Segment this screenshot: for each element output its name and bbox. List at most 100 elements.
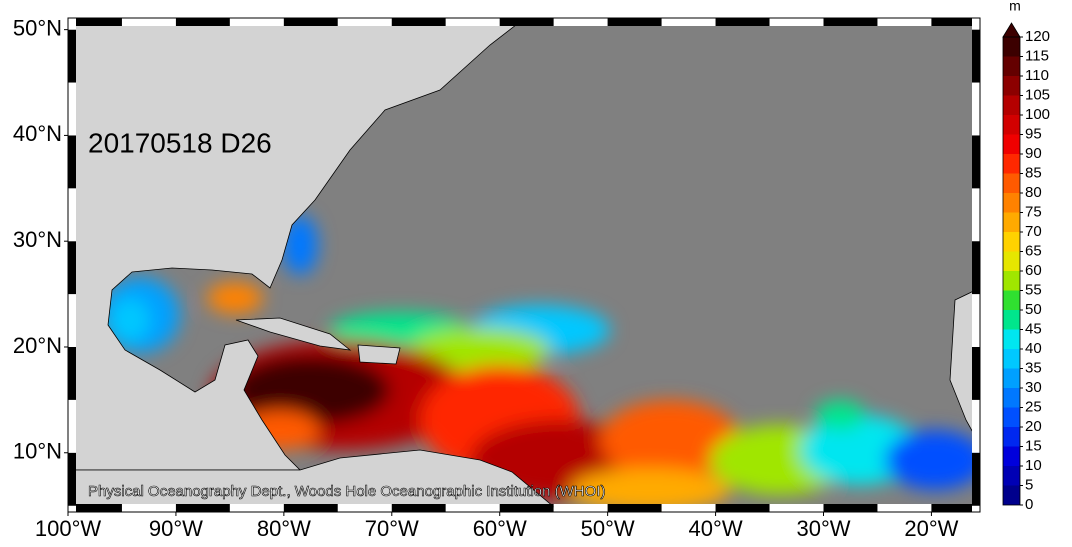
colorbar-tick-label: 20 — [1025, 418, 1042, 435]
colorbar-tick-label: 110 — [1025, 67, 1049, 84]
frame-segment — [931, 504, 980, 512]
colorbar-bin — [1003, 485, 1020, 505]
y-tick-label: 40°N — [13, 121, 62, 146]
frame-segment — [445, 504, 500, 512]
colorbar-tick-label: 65 — [1025, 242, 1042, 259]
frame-segment — [68, 188, 76, 242]
colorbar-bin — [1003, 349, 1020, 369]
frame-segment — [68, 505, 76, 512]
frame-segment — [68, 399, 76, 453]
frame-segment — [661, 18, 716, 26]
frame-segment — [972, 505, 980, 512]
frame-segment — [68, 82, 76, 136]
colorbar-bin — [1003, 212, 1020, 232]
colorbar-tick-label: 85 — [1025, 164, 1042, 181]
frame-segment — [229, 504, 284, 512]
frame-segment — [972, 29, 980, 83]
colorbar-bin — [1003, 368, 1020, 388]
frame-segment — [553, 504, 608, 512]
colorbar-tick-label: 5 — [1025, 476, 1033, 493]
frame-segment — [972, 188, 980, 242]
colorbar-tick-label: 120 — [1025, 28, 1050, 45]
colorbar-tick-label: 70 — [1025, 223, 1042, 240]
frame-segment — [68, 452, 76, 506]
frame-segment — [68, 18, 76, 30]
colorbar-bin — [1003, 466, 1020, 486]
colorbar-bin — [1003, 251, 1020, 271]
colorbar-bin — [1003, 310, 1020, 330]
frame-segment — [972, 346, 980, 400]
y-tick-label: 50°N — [13, 15, 62, 40]
frame-segment — [715, 18, 770, 26]
colorbar-tick-label: 10 — [1025, 457, 1042, 474]
colorbar-tick-label: 75 — [1025, 203, 1042, 220]
colorbar-tick-label: 35 — [1025, 359, 1042, 376]
colorbar-bin — [1003, 193, 1020, 213]
frame-segment — [68, 504, 122, 512]
frame-segment — [499, 18, 554, 26]
colorbar-tick-label: 30 — [1025, 379, 1042, 396]
x-tick-label: 80°W — [257, 516, 311, 541]
x-tick-label: 30°W — [796, 516, 850, 541]
colorbar-bin — [1003, 232, 1020, 252]
frame-segment — [715, 504, 770, 512]
frame-segment — [607, 18, 662, 26]
frame-segment — [337, 18, 392, 26]
frame-segment — [68, 346, 76, 400]
frame-segment — [972, 399, 980, 453]
y-tick-label: 30°N — [13, 227, 62, 252]
credit: Physical Oceanography Dept., Woods Hole … — [88, 483, 605, 500]
land — [68, 18, 980, 512]
frame-segment — [931, 18, 980, 26]
colorbar-bin — [1003, 134, 1020, 154]
frame-segment — [972, 18, 980, 30]
frame-segment — [877, 504, 932, 512]
colorbar-tick-label: 100 — [1025, 106, 1050, 123]
y-tick-label: 10°N — [13, 439, 62, 464]
frame-segment — [68, 18, 122, 26]
frame-segment — [972, 135, 980, 189]
colorbar-bin — [1003, 446, 1020, 466]
map-area — [68, 18, 980, 512]
frame-segment — [283, 504, 338, 512]
colorbar-bin — [1003, 56, 1020, 76]
colorbar-tick-label: 95 — [1025, 125, 1042, 142]
colorbar-bin — [1003, 154, 1020, 174]
map-frame — [67, 17, 981, 513]
colorbar-tick-label: 25 — [1025, 398, 1042, 415]
frame-segment — [229, 18, 284, 26]
colorbar-arrow — [1002, 22, 1021, 38]
frame-segment — [877, 18, 932, 26]
colorbar-tick-label: 105 — [1025, 86, 1050, 103]
colorbar-tick-label: 115 — [1025, 47, 1049, 64]
frame-segment — [121, 504, 176, 512]
frame-segment — [769, 504, 824, 512]
frame-segment — [391, 504, 446, 512]
y-tick-label: 20°N — [13, 333, 62, 358]
colorbar-tick-label: 90 — [1025, 145, 1042, 162]
frame-segment — [68, 29, 76, 83]
colorbar-bin — [1003, 388, 1020, 408]
frame-border — [67, 17, 981, 513]
frame-segment — [769, 18, 824, 26]
frame-segment — [445, 18, 500, 26]
frame-segment — [68, 135, 76, 189]
colorbar-tick-label: 40 — [1025, 340, 1042, 357]
frame-segment — [823, 504, 878, 512]
colorbar-bin — [1003, 115, 1020, 135]
colorbar-bin — [1003, 427, 1020, 447]
colorbar-unit: m — [1009, 0, 1021, 14]
colorbar-bin — [1003, 329, 1020, 349]
colorbar-tick-label: 15 — [1025, 437, 1042, 454]
colorbar-tick-label: 80 — [1025, 184, 1042, 201]
colorbar-bin — [1003, 37, 1020, 57]
colorbar-tick-label: 50 — [1025, 301, 1042, 318]
colorbar-bin — [1003, 290, 1020, 310]
frame-segment — [175, 18, 230, 26]
colorbar-bin — [1003, 271, 1020, 291]
frame-segment — [175, 504, 230, 512]
x-tick-label: 50°W — [581, 516, 635, 541]
frame-segment — [972, 452, 980, 506]
heat-field — [100, 215, 980, 512]
